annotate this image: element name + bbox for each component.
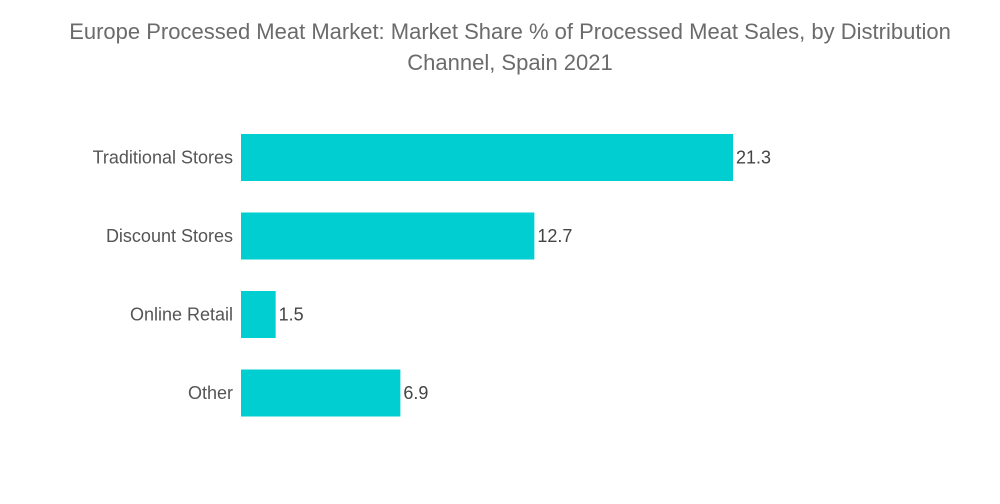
bar-online-retail [241, 291, 276, 338]
value-label-traditional-stores: 21.3 [736, 148, 771, 168]
bars-layer [241, 134, 733, 417]
category-label-other: Other [188, 383, 233, 403]
bar-traditional-stores [241, 134, 733, 181]
category-label-online-retail: Online Retail [130, 305, 233, 325]
bar-other [241, 369, 401, 417]
category-label-discount-stores: Discount Stores [106, 226, 233, 246]
bar-discount-stores [241, 212, 535, 260]
category-label-traditional-stores: Traditional Stores [93, 148, 233, 168]
labels-layer: Traditional Stores 21.3 Discount Stores 12.… [93, 148, 771, 404]
chart-title: Europe Processed Meat Market: Market Sha… [69, 19, 951, 75]
value-label-discount-stores: 12.7 [537, 226, 572, 246]
value-label-online-retail: 1.5 [279, 305, 304, 325]
value-label-other: 6.9 [403, 383, 428, 403]
